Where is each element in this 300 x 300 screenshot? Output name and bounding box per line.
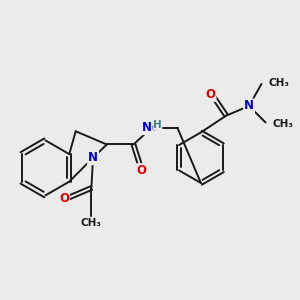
Text: N: N	[141, 122, 152, 134]
Text: O: O	[59, 192, 69, 205]
Text: CH₃: CH₃	[268, 78, 289, 88]
Text: CH₃: CH₃	[272, 119, 293, 129]
Text: CH₃: CH₃	[81, 218, 102, 228]
Text: N: N	[244, 100, 254, 112]
Text: H: H	[146, 122, 154, 132]
Text: N: N	[146, 122, 156, 134]
Text: O: O	[206, 88, 215, 101]
Text: N: N	[88, 151, 98, 164]
Text: H: H	[153, 120, 162, 130]
Text: O: O	[137, 164, 147, 177]
